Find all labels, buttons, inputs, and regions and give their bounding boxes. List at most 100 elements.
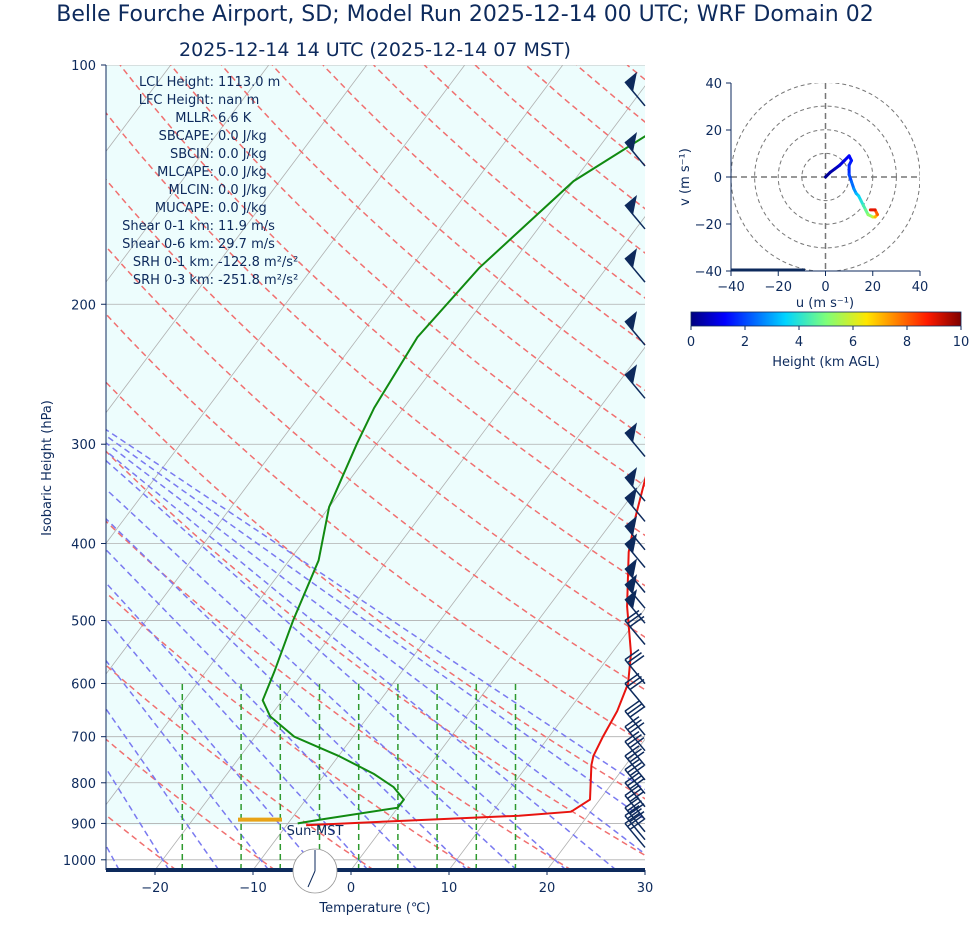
wind-barb — [624, 758, 646, 795]
index-label: MLCAPE: — [157, 165, 214, 180]
wind-barb — [624, 805, 646, 841]
barb-flag — [625, 589, 637, 610]
barb-flag — [625, 467, 637, 488]
barb-staff — [624, 815, 646, 841]
barb-feather — [624, 716, 640, 728]
index-label: SRH 0-3 km: — [133, 273, 214, 288]
moist-adiabat — [106, 428, 645, 791]
index-block: LCL Height: 1113.0 m LFC Height: nan m MLLR:… — [122, 75, 298, 288]
barb-staff — [624, 710, 646, 736]
barb-feather — [627, 808, 642, 820]
hodograph-xlabel: u (m s⁻¹) — [796, 296, 854, 311]
wind-barb — [624, 772, 646, 808]
barb-flag — [625, 422, 637, 443]
barb-feather — [629, 811, 645, 823]
isotherm-line — [0, 65, 73, 870]
hodograph-y-tick-label: −20 — [695, 218, 722, 233]
isotherm-line — [743, 65, 969, 870]
barb-feather — [624, 649, 640, 661]
hodograph-trace — [824, 154, 879, 219]
colorbar-gradient — [690, 311, 962, 327]
isotherm-line — [252, 346, 645, 870]
moist-adiabat — [106, 618, 319, 870]
y-tick-label: 500 — [71, 615, 96, 630]
moist-adiabat — [0, 65, 69, 870]
barb-feather — [627, 815, 642, 828]
barb-feather — [627, 748, 642, 760]
wind-barb — [624, 487, 646, 522]
skewt-grid — [0, 65, 969, 870]
index-value: 6.6 K — [218, 111, 252, 126]
barb-feather — [629, 778, 645, 790]
barb-feather — [627, 787, 642, 800]
barb-feather — [629, 803, 645, 815]
barb-feather — [627, 761, 642, 774]
sun-label: Sun-MST — [287, 824, 344, 839]
y-tick-label: 400 — [71, 538, 96, 553]
barb-flag — [625, 515, 637, 536]
barb-feather — [629, 706, 645, 718]
colorbar-label: Height (km AGL) — [772, 355, 880, 370]
barb-feather — [624, 730, 640, 743]
colorbar-tick-label: 4 — [795, 335, 803, 350]
wind-barb — [624, 132, 646, 167]
moist-adiabat — [106, 441, 645, 855]
barb-flag — [625, 194, 637, 215]
index-value: 0.0 J/kg — [218, 129, 267, 144]
dry-adiabat — [106, 591, 474, 870]
index-label: SBCAPE: — [159, 129, 214, 144]
wind-barb — [624, 649, 646, 685]
dry-adiabat — [106, 738, 276, 870]
colorbar-tick-label: 2 — [741, 335, 749, 350]
moist-adiabat — [106, 659, 270, 870]
isotherm-line — [644, 869, 645, 870]
barb-staff — [624, 769, 646, 795]
x-tick-label: 10 — [441, 881, 458, 896]
isotherm-line — [448, 608, 645, 870]
wind-barb — [624, 812, 646, 848]
wind-barb — [624, 609, 646, 646]
y-tick-label: 900 — [71, 817, 96, 832]
barb-feather — [624, 797, 640, 809]
y-tick-label: 300 — [71, 438, 96, 453]
y-tick-label: 600 — [71, 677, 96, 692]
x-tick-label: −20 — [141, 881, 168, 896]
barb-feather — [627, 652, 642, 664]
barb-flag — [625, 574, 637, 595]
barb-staff — [624, 795, 646, 820]
y-tick-label: 1000 — [63, 854, 96, 869]
barb-staff — [624, 782, 646, 808]
hodograph-y-tick-label: 40 — [705, 77, 722, 92]
moist-adiabat — [106, 581, 369, 870]
dry-adiabat — [220, 65, 645, 439]
barb-feather — [627, 733, 642, 746]
hodograph-y-tick-label: 0 — [714, 171, 722, 186]
barb-flag — [625, 364, 637, 385]
hodograph-x-tick-label: 0 — [821, 280, 829, 295]
barb-feather — [627, 800, 642, 812]
index-label: Shear 0-1 km: — [122, 219, 214, 234]
x-tick-label: −10 — [239, 881, 266, 896]
dry-adiabat — [106, 381, 645, 800]
index-value: 1113.0 m — [218, 75, 280, 90]
skewt-ticks: 100 200 300 400 500 600 700 800 900 1000 −20 −10 0 10… — [63, 59, 653, 896]
y-tick-label: 100 — [71, 59, 96, 74]
barb-feather — [624, 609, 640, 622]
hodograph-x-tick-label: 40 — [912, 280, 929, 295]
barb-feather — [627, 675, 642, 688]
hodograph-ticks: −40 −20 0 20 40 −40 −20 0 20 40 — [695, 77, 929, 295]
index-label: MLLR: — [175, 111, 214, 126]
index-value: 0.0 J/kg — [218, 165, 267, 180]
dry-adiabat — [106, 245, 645, 691]
dry-adiabat — [119, 65, 645, 537]
hodograph-x-tick-label: 20 — [864, 280, 881, 295]
wind-barb — [624, 797, 646, 833]
colorbar-ticks: 0 2 4 6 8 10 — [687, 326, 969, 350]
wind-barb — [624, 311, 646, 346]
hodograph-x-tick-label: −40 — [717, 280, 744, 295]
hodograph-x-tick-label: −20 — [765, 280, 792, 295]
barb-flag — [625, 533, 637, 554]
index-value: nan m — [218, 93, 259, 108]
index-label: MUCAPE: — [155, 201, 214, 216]
